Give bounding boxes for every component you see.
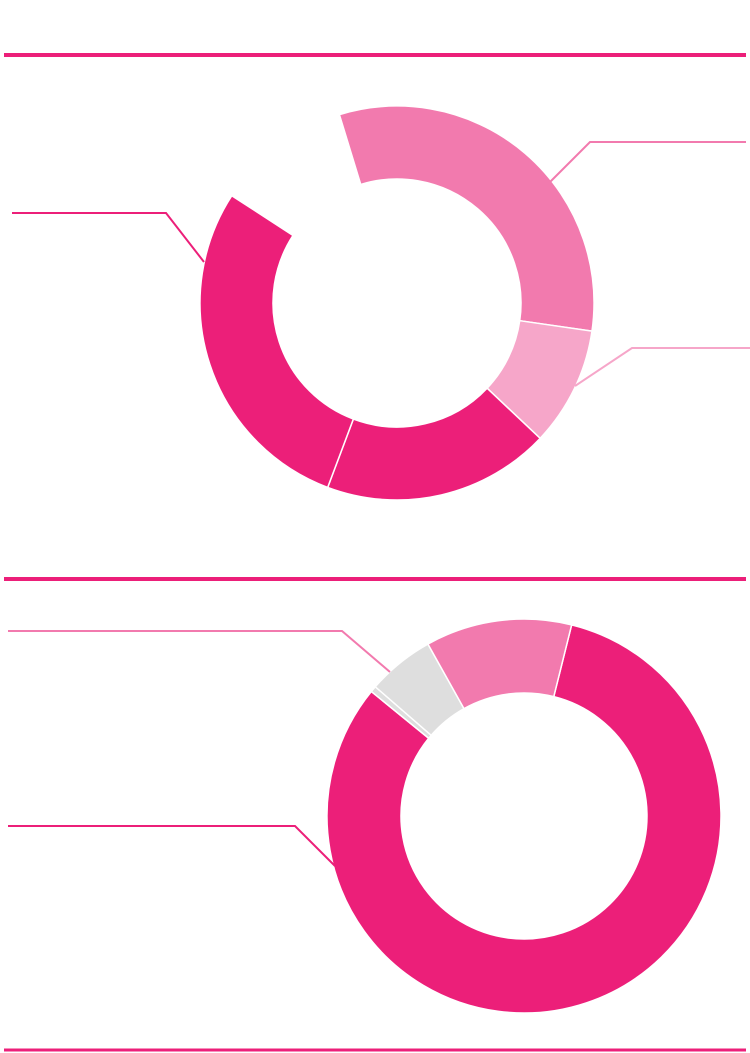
leader-lines — [8, 141, 750, 867]
donut-chart-2 — [326, 618, 722, 1014]
donut-1-slice-1 — [338, 105, 595, 332]
donut-1-slice-4 — [199, 194, 355, 489]
leader-line-1-left — [12, 212, 205, 263]
donut-2-slice-4 — [426, 618, 573, 710]
donut-chart-1 — [199, 105, 595, 501]
leader-line-2-top — [8, 630, 391, 673]
donut-2-slice-1 — [326, 623, 722, 1014]
leader-line-1-right-bottom — [574, 347, 750, 387]
leader-line-2-left — [8, 825, 336, 867]
leader-line-1-right-top — [548, 141, 746, 184]
